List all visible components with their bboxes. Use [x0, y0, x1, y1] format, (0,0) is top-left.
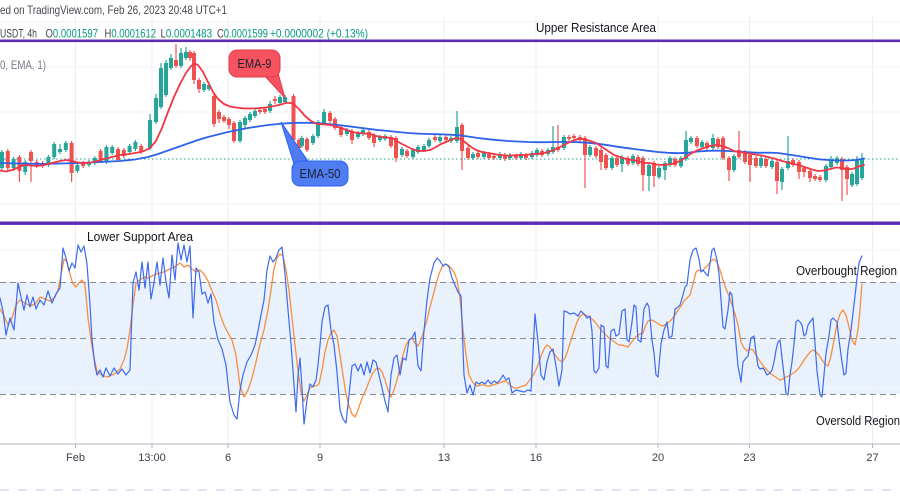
- svg-text:Overbought Region: Overbought Region: [796, 263, 897, 278]
- svg-text:Oversold Region: Oversold Region: [816, 413, 900, 428]
- svg-text:13:00: 13:00: [138, 452, 166, 464]
- svg-text:Upper Resistance Area: Upper Resistance Area: [536, 20, 657, 35]
- svg-text:6: 6: [225, 452, 231, 464]
- svg-text:L0.0001483: L0.0001483: [161, 27, 213, 41]
- svg-text:9: 9: [317, 452, 323, 464]
- svg-text:C0.0001599: C0.0001599: [217, 27, 268, 41]
- svg-text:ed on TradingView.com, Feb 26,: ed on TradingView.com, Feb 26, 2023 20:4…: [0, 3, 227, 17]
- svg-text:+0.0000002 (+0.13%): +0.0000002 (+0.13%): [270, 27, 368, 41]
- svg-text:H0.0001612: H0.0001612: [105, 27, 157, 41]
- svg-text:0, EMA, 1): 0, EMA, 1): [0, 58, 46, 72]
- svg-text:20: 20: [652, 452, 664, 464]
- svg-text:O0.0001597: O0.0001597: [46, 27, 99, 41]
- svg-text:23: 23: [743, 452, 755, 464]
- svg-text:Lower Support Area: Lower Support Area: [87, 229, 194, 244]
- svg-text:EMA-9: EMA-9: [238, 56, 272, 71]
- svg-text:USDT, 4h: USDT, 4h: [0, 27, 37, 41]
- svg-text:EMA-50: EMA-50: [300, 166, 341, 181]
- svg-text:13: 13: [438, 452, 450, 464]
- svg-text:Feb: Feb: [66, 452, 85, 464]
- svg-text:27: 27: [866, 452, 878, 464]
- svg-text:16: 16: [530, 452, 542, 464]
